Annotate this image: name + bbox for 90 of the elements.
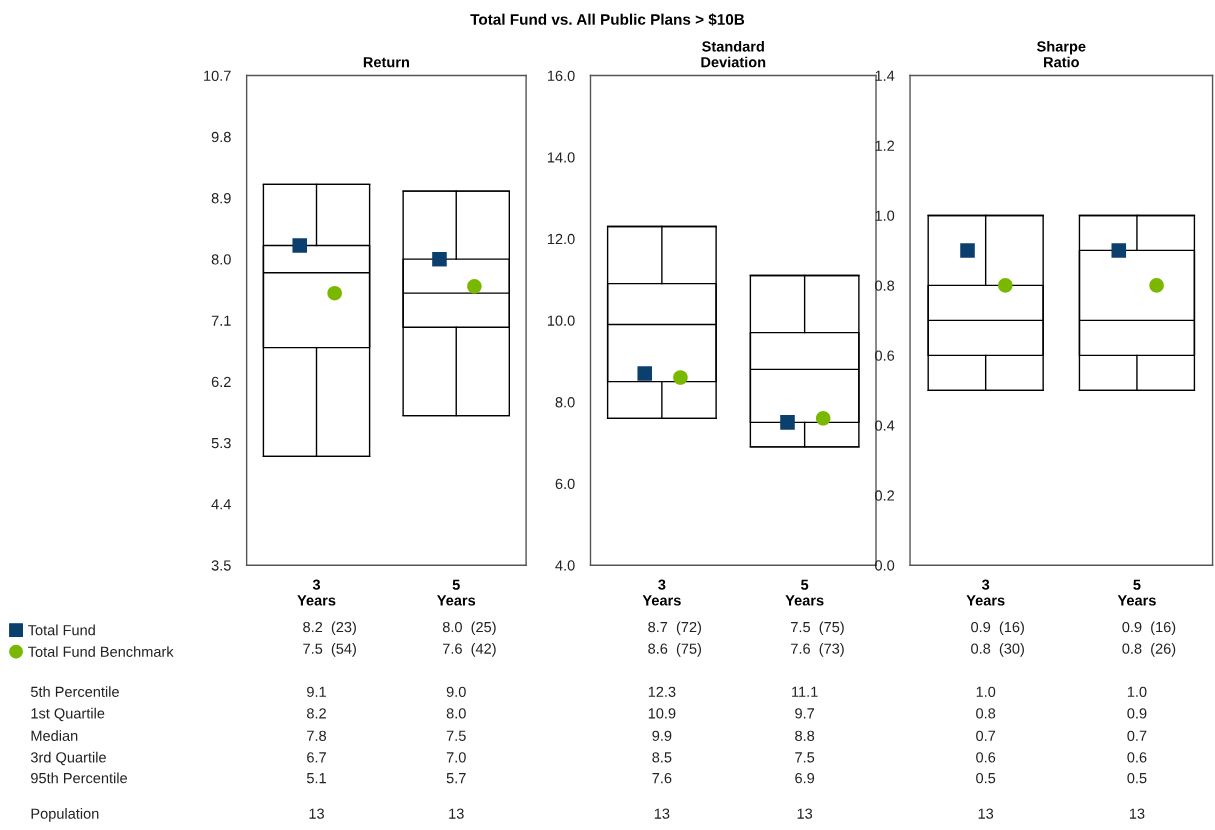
text: 7.8 [307, 730, 327, 741]
text: 13 [654, 808, 670, 819]
text: Population [31, 808, 99, 822]
text: 5.7 [446, 773, 466, 784]
text: 0.7 [976, 730, 996, 741]
y-tick-label: 8.9 [211, 193, 231, 204]
y-tick-label: 7.1 [211, 315, 231, 326]
text: 1.0 [1127, 686, 1147, 697]
text: 9.7 [795, 708, 815, 719]
text: 8.2 [307, 708, 326, 719]
y-tick-label: 8.0 [555, 397, 575, 408]
y-tick-label: 3.5 [211, 560, 231, 571]
y-tick-label: 14.0 [547, 152, 575, 163]
text: 0.5 [976, 772, 996, 784]
x-tick-label: 5 Years [1117, 579, 1156, 606]
text: 7.0 [446, 752, 466, 763]
chart-title: Sharpe Ratio [1037, 40, 1086, 68]
text: Total Fund vs. All Public Plans > $10B [470, 13, 745, 26]
data-label: 8.0 (25) [442, 621, 496, 636]
legend-label: Total Fund [28, 624, 95, 636]
y-tick-label: 6.0 [555, 478, 575, 490]
y-tick-label: 1.4 [875, 70, 895, 81]
y-tick-label: 0.2 [875, 490, 895, 501]
text: Median [31, 730, 78, 741]
text: 0.6 [976, 752, 996, 763]
y-tick-label: 10.0 [547, 315, 575, 326]
text: 9.1 [307, 686, 326, 697]
y-tick-label: 5.3 [211, 437, 231, 449]
chart-title: Standard Deviation [701, 40, 766, 68]
text: 7.5 [446, 730, 466, 741]
data-label: 0.8 (26) [1122, 643, 1176, 657]
x-tick-label: 5 Years [437, 579, 476, 606]
y-tick-label: 6.2 [211, 376, 231, 388]
text: 9.0 [446, 686, 466, 697]
text: 7.6 [652, 772, 672, 784]
data-label: 8.7 (72) [648, 621, 701, 636]
data-label: 7.6 (42) [443, 643, 496, 657]
text: 11.1 [792, 686, 818, 697]
data-label: 8.2 (23) [303, 621, 356, 636]
text: 13 [309, 808, 324, 819]
y-tick-label: 0.0 [875, 560, 895, 571]
data-label: 7.5 (54) [303, 643, 356, 657]
y-tick-label: 1.0 [875, 210, 895, 221]
y-tick-label: 12.0 [547, 233, 575, 245]
x-tick-label: 3 Years [642, 579, 681, 606]
data-label: 8.6 (75) [648, 643, 701, 657]
chart-title: Return [363, 57, 409, 68]
text: 7.5 [795, 752, 815, 763]
text: 0.9 [1127, 708, 1147, 719]
text: 8.8 [795, 730, 815, 741]
text: 95th Percentile [31, 772, 128, 784]
text: 13 [797, 808, 813, 819]
text: 13 [449, 808, 464, 819]
text: 0.7 [1127, 730, 1147, 741]
data-label: 0.8 (30) [971, 643, 1024, 657]
y-tick-label: 0.6 [875, 350, 895, 361]
text: 13 [978, 808, 994, 819]
data-label: 0.9 (16) [1122, 621, 1176, 636]
data-label: 0.9 (16) [971, 621, 1024, 636]
text: 1.0 [976, 686, 996, 697]
text: 3rd Quartile [30, 751, 106, 766]
text: 12.3 [648, 686, 676, 697]
text: 5.1 [306, 773, 326, 784]
text: 9.9 [652, 730, 672, 741]
text: 1st Quartile [31, 707, 105, 722]
x-tick-label: 3 Years [966, 579, 1005, 606]
text: 10.9 [648, 708, 676, 719]
y-tick-label: 4.0 [555, 560, 575, 571]
y-tick-label: 0.4 [875, 420, 895, 431]
text: 13 [1129, 808, 1145, 819]
text: 0.6 [1127, 752, 1147, 763]
y-tick-label: 16.0 [547, 70, 575, 81]
y-tick-label: 0.8 [875, 280, 895, 291]
text: 8.0 [446, 708, 466, 719]
x-tick-label: 3 Years [297, 579, 336, 606]
y-tick-label: 1.2 [875, 140, 895, 151]
data-label: 7.6 (73) [791, 643, 844, 657]
y-tick-label: 4.4 [211, 499, 231, 510]
legend-label: Total Fund Benchmark [28, 646, 174, 657]
y-tick-label: 10.7 [204, 70, 231, 81]
x-tick-label: 5 Years [785, 579, 824, 606]
text: 6.7 [307, 752, 326, 763]
y-tick-label: 8.0 [211, 254, 231, 265]
data-label: 7.5 (75) [791, 621, 844, 636]
text: 0.5 [1127, 772, 1147, 784]
y-tick-label: 9.8 [211, 131, 231, 143]
text: 0.8 [976, 708, 996, 719]
text: 8.5 [652, 752, 672, 763]
text: 5th Percentile [30, 686, 119, 697]
text: 6.9 [795, 772, 815, 784]
